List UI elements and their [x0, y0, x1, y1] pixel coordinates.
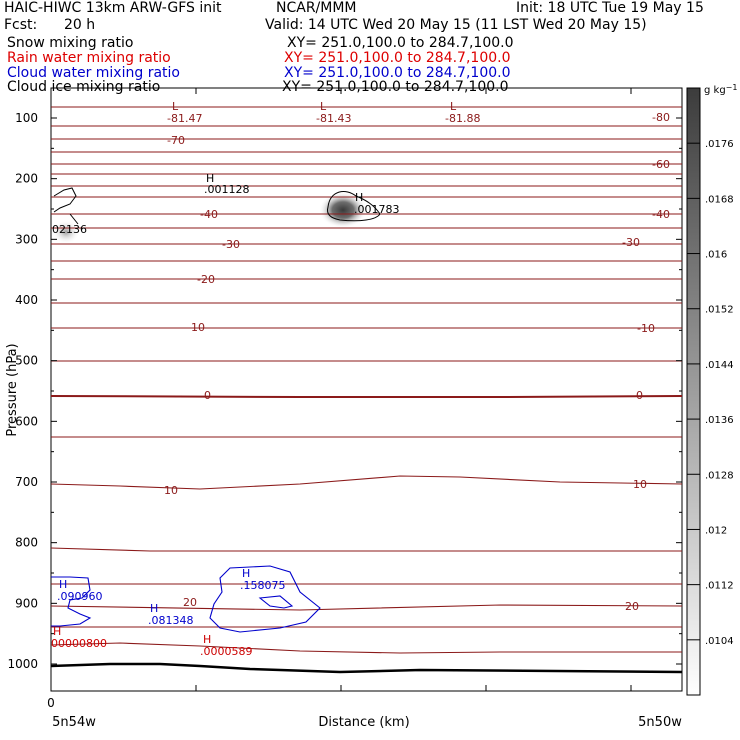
- ice-contours: [53, 187, 381, 225]
- x-end-label-left: 5n54w: [52, 715, 96, 730]
- field-snow-xy: XY= 251.0,100.0 to 284.7,100.0: [287, 35, 514, 51]
- ice-maxima: H .001128 H .001783 02136: [52, 172, 400, 236]
- init-time: Init: 18 UTC Tue 19 May 15: [516, 0, 704, 16]
- colorbar-label: .0104: [705, 636, 734, 647]
- contour-label: 10: [633, 478, 647, 491]
- contour-label: -20: [197, 273, 215, 286]
- min-mark: L: [172, 100, 179, 113]
- max-mark: H: [150, 602, 158, 615]
- colorbar-unit: g kg−1: [704, 83, 737, 96]
- contour-label: -30: [222, 238, 240, 251]
- x-tick-label: 0: [47, 696, 55, 710]
- colorbar-label: .0128: [705, 470, 734, 481]
- y-tick-label: 400: [15, 293, 38, 307]
- valid-time: Valid: 14 UTC Wed 20 May 15 (11 LST Wed …: [265, 17, 647, 33]
- contour-label: -10: [187, 321, 205, 334]
- terrain-line: [50, 662, 683, 674]
- field-cloudice-name: Cloud ice mixing ratio: [7, 79, 161, 95]
- max-value: 00000800: [51, 637, 107, 650]
- temperature-minima: L -81.47 L -81.43 L -81.88: [167, 100, 480, 125]
- contour-label: 0: [204, 389, 211, 402]
- cloud-water-contours: [51, 565, 321, 633]
- max-mark: H: [242, 567, 250, 580]
- contour-label: -30: [622, 236, 640, 249]
- max-value: .158075: [240, 579, 286, 592]
- colorbar-label: .0176: [705, 139, 734, 150]
- y-axis-label: Pressure (hPa): [5, 343, 20, 436]
- y-tick-label: 300: [15, 232, 38, 246]
- y-tick-label: 200: [15, 172, 38, 186]
- contour-label: 10: [164, 484, 178, 497]
- model-title: HAIC-HIWC 13km ARW-GFS init: [4, 0, 222, 16]
- colorbar-label: .0136: [705, 415, 734, 426]
- field-cloudwater-xy: XY= 251.0,100.0 to 284.7,100.0: [284, 65, 511, 81]
- contour-label: -40: [200, 208, 218, 221]
- contour-label: 20: [625, 600, 639, 613]
- y-tick-label: 600: [15, 414, 38, 428]
- max-mark: H: [355, 191, 363, 204]
- min-value: -81.88: [445, 112, 480, 125]
- max-value: .090960: [57, 590, 103, 603]
- field-cloudwater-name: Cloud water mixing ratio: [7, 65, 180, 81]
- colorbar-ticks: [687, 142, 700, 641]
- contour-label: 20: [183, 596, 197, 609]
- max-value: .0000589: [200, 645, 253, 658]
- x-end-label-right: 5n50w: [638, 715, 682, 730]
- max-value: .001128: [204, 183, 250, 196]
- field-cloudice-xy: XY= 251.0,100.0 to 284.7,100.0: [282, 79, 509, 95]
- colorbar-label: .0152: [705, 305, 734, 316]
- colorbar: [686, 87, 701, 696]
- max-mark: H: [53, 625, 61, 638]
- field-rain-xy: XY= 251.0,100.0 to 284.7,100.0: [284, 50, 511, 66]
- min-value: -81.47: [167, 112, 202, 125]
- temperature-contours: [50, 106, 683, 654]
- x-axis-label: Distance (km): [318, 715, 409, 730]
- x-axis-ticks: [50, 88, 632, 691]
- ice-max-shading: [319, 192, 367, 228]
- max-mark: H: [206, 172, 214, 185]
- y-tick-label: 700: [15, 475, 38, 489]
- y-tick-label: 900: [15, 596, 38, 610]
- field-rain-name: Rain water mixing ratio: [7, 50, 171, 66]
- min-mark: L: [450, 100, 457, 113]
- forecast-label: Fcst:: [4, 17, 38, 33]
- contour-label: -10: [637, 322, 655, 335]
- contour-label: -70: [167, 134, 185, 147]
- max-value: .001783: [354, 203, 400, 216]
- max-mark: H: [203, 633, 211, 646]
- cloud-water-maxima: H .090960 H .081348 H .158075: [57, 567, 286, 627]
- y-tick-label: 800: [15, 536, 38, 550]
- temperature-contour-labels: -80 -70 -60 -40 -40 -30 -30 -20 -10 -10 …: [164, 111, 670, 613]
- contour-label: -40: [652, 208, 670, 221]
- y-axis-ticks: [51, 117, 682, 665]
- field-snow-name: Snow mixing ratio: [7, 35, 134, 51]
- plot-frame: [50, 87, 683, 692]
- min-value: -81.43: [316, 112, 351, 125]
- min-mark: L: [320, 100, 327, 113]
- forecast-hour: 20 h: [64, 17, 96, 33]
- ice-edge-shading: [52, 220, 80, 244]
- max-value: 02136: [52, 223, 87, 236]
- contour-label: 0: [636, 389, 643, 402]
- y-tick-label: 100: [15, 111, 38, 125]
- colorbar-labels: .0176 .0168 .016 .0152 .0144 .0136 .0128 .012 .0…: [705, 139, 734, 647]
- y-tick-label: 500: [15, 354, 38, 368]
- max-mark: H: [59, 578, 67, 591]
- colorbar-label: .016: [705, 250, 727, 261]
- colorbar-label: .0112: [705, 581, 734, 592]
- y-tick-label: 1000: [7, 657, 38, 671]
- colorbar-label: .0168: [705, 194, 734, 205]
- y-axis-tick-labels: 100 200 300 400 500 600 700 800 900 1000: [7, 111, 38, 671]
- contour-label: -60: [652, 158, 670, 171]
- colorbar-label: .0144: [705, 360, 734, 371]
- rain-maxima: H 00000800 H .0000589: [51, 625, 253, 658]
- contour-label: -80: [652, 111, 670, 124]
- max-value: .081348: [148, 614, 194, 627]
- org-label: NCAR/MMM: [276, 0, 357, 16]
- colorbar-label: .012: [705, 525, 727, 536]
